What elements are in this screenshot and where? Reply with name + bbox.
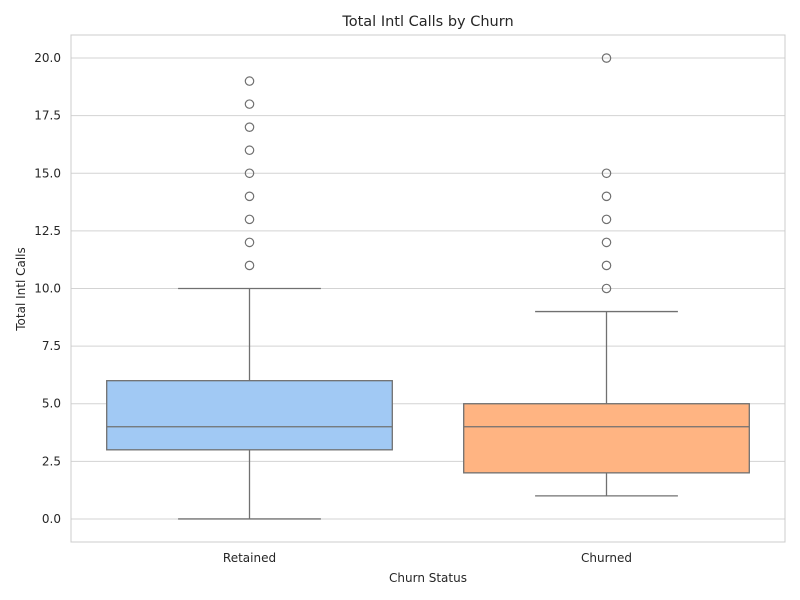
y-tick-label: 10.0 xyxy=(34,282,61,296)
box-plots xyxy=(106,53,750,520)
y-tick-label: 12.5 xyxy=(34,224,61,238)
outlier-point xyxy=(601,237,612,248)
iqr-box xyxy=(106,380,393,451)
y-tick-label: 20.0 xyxy=(34,51,61,65)
outlier-point xyxy=(244,168,255,179)
outlier-point xyxy=(601,53,612,63)
outlier-point xyxy=(244,145,255,156)
outlier-point xyxy=(244,76,255,86)
box-churned xyxy=(463,53,750,497)
outlier-point xyxy=(601,191,612,202)
y-tick-label: 7.5 xyxy=(42,339,61,353)
y-axis-label: Total Intl Calls xyxy=(14,247,28,332)
outlier-point xyxy=(244,214,255,225)
x-axis-label: Churn Status xyxy=(389,571,467,585)
chart-title: Total Intl Calls by Churn xyxy=(341,14,513,30)
box-retained xyxy=(106,76,393,520)
x-tick-labels: Retained Churned xyxy=(223,551,632,565)
outlier-point xyxy=(601,214,612,225)
outlier-point xyxy=(244,237,255,248)
y-tick-labels: 0.0 2.5 5.0 7.5 10.0 12.5 15.0 17.5 20.0 xyxy=(34,51,61,526)
outlier-point xyxy=(244,191,255,202)
outlier-point xyxy=(601,260,612,271)
outlier-point xyxy=(244,122,255,132)
outlier-point xyxy=(244,99,255,109)
outlier-point xyxy=(601,168,612,179)
outlier-point xyxy=(601,283,612,294)
y-tick-label: 2.5 xyxy=(42,454,61,468)
y-tick-label: 0.0 xyxy=(42,512,61,526)
plot-frame xyxy=(70,34,786,543)
y-tick-label: 17.5 xyxy=(34,109,61,123)
iqr-box xyxy=(463,403,750,474)
y-tick-label: 15.0 xyxy=(34,166,61,180)
outlier-point xyxy=(244,260,255,271)
x-tick-label-churned: Churned xyxy=(581,551,632,565)
y-tick-label: 5.0 xyxy=(42,397,61,411)
x-tick-label-retained: Retained xyxy=(223,551,276,565)
